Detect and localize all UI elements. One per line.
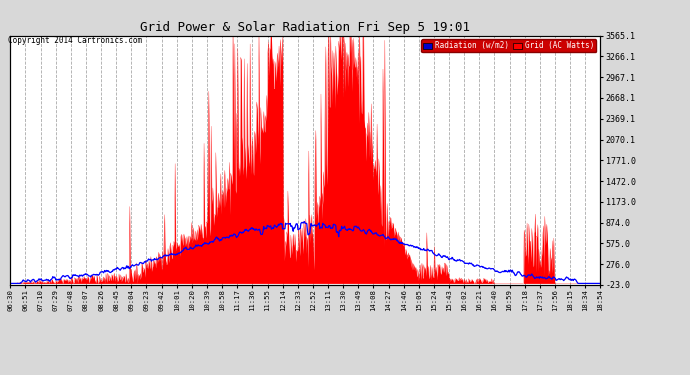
Title: Grid Power & Solar Radiation Fri Sep 5 19:01: Grid Power & Solar Radiation Fri Sep 5 1… [140,21,471,34]
Legend: Radiation (w/m2), Grid (AC Watts): Radiation (w/m2), Grid (AC Watts) [421,39,596,52]
Text: Copyright 2014 Cartronics.com: Copyright 2014 Cartronics.com [8,36,142,45]
